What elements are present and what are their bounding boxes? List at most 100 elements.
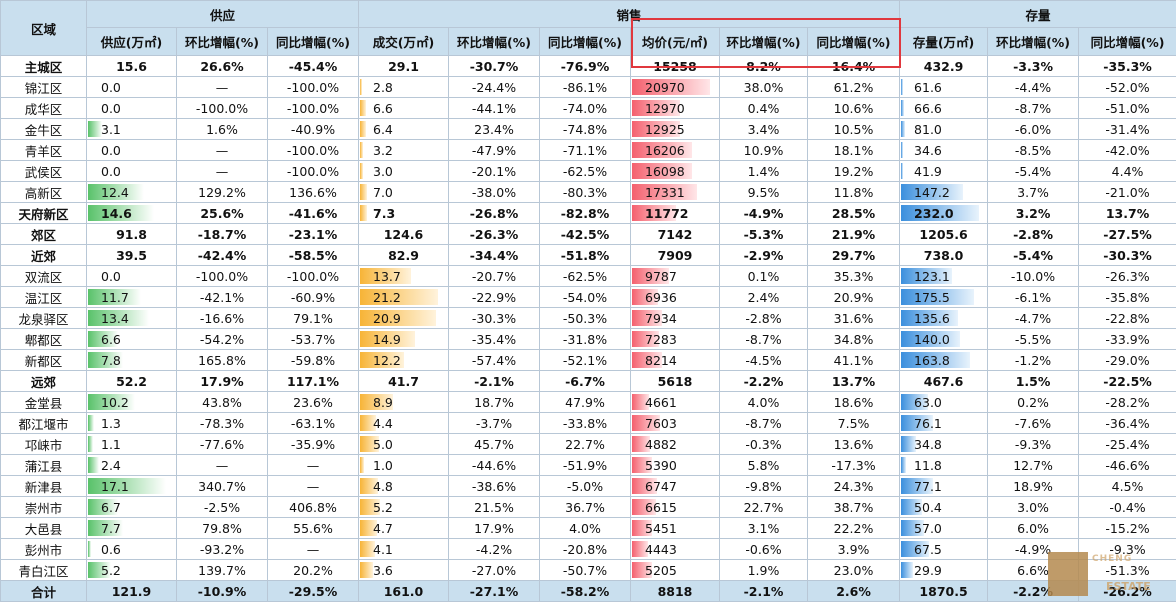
value-cell-with-bar: 13.7 <box>358 265 449 287</box>
cell-value: 163.8 <box>914 352 950 368</box>
value-cell: -52.0% <box>1078 76 1176 98</box>
data-bar <box>901 331 961 347</box>
cell-value: 5.0 <box>373 436 393 452</box>
data-bar <box>632 310 662 326</box>
cell-value: 147.2 <box>914 184 950 200</box>
value-cell: 16.4% <box>806 55 901 77</box>
value-cell: -45.4% <box>267 55 359 77</box>
value-cell: -58.5% <box>267 244 359 266</box>
cell-value: 4.7 <box>373 520 393 536</box>
value-cell-with-bar: 4443 <box>630 538 720 560</box>
value-cell: 91.8 <box>86 223 177 245</box>
table-row: 郫都区 6.6 -54.2% -53.7% 14.9 -35.4% -31.8% 7283 -8… <box>0 328 1176 350</box>
region-name-cell: 邛崃市 <box>0 433 87 455</box>
value-cell-with-bar: 6747 <box>630 475 720 497</box>
region-name-cell: 大邑县 <box>0 517 87 539</box>
value-cell: 41.7 <box>358 370 449 392</box>
data-bar <box>360 79 362 95</box>
cell-value: 6.6 <box>373 100 393 116</box>
value-cell: -58.2% <box>539 580 631 602</box>
value-cell: -35.8% <box>1078 286 1176 308</box>
cell-value: 140.0 <box>914 331 950 347</box>
value-cell: 432.9 <box>899 55 989 77</box>
value-cell: -0.3% <box>719 433 808 455</box>
value-cell: -63.1% <box>267 412 359 434</box>
value-cell-with-bar: 11.8 <box>899 454 989 476</box>
data-bar <box>360 520 377 536</box>
value-cell: -26.2% <box>1078 580 1176 602</box>
cell-value: 1.0 <box>373 457 393 473</box>
cell-value: 66.6 <box>914 100 942 116</box>
value-cell-with-bar: 1.1 <box>86 433 177 455</box>
value-cell: 4.4% <box>1078 160 1176 182</box>
table-row: 金牛区 3.1 1.6% -40.9% 6.4 23.4% -74.8% 12925 3.4% 1… <box>0 118 1176 140</box>
value-cell: 5.8% <box>719 454 808 476</box>
value-cell-with-bar: 34.6 <box>899 139 989 161</box>
table-row: 武侯区 0.0 — -100.0% 3.0 -20.1% -62.5% 16098 1.4% 19… <box>0 160 1176 182</box>
value-cell: -29.5% <box>267 580 359 602</box>
data-bar <box>901 205 980 221</box>
value-cell-with-bar: 11772 <box>630 202 720 224</box>
table-row: 郊区 91.8 -18.7% -23.1% 124.6 -26.3% -42.5% 7142-… <box>0 223 1176 245</box>
value-cell: -44.6% <box>448 454 540 476</box>
value-cell: 43.8% <box>176 391 268 413</box>
value-cell-with-bar: 81.0 <box>899 118 989 140</box>
cell-value: 17331 <box>645 184 685 200</box>
cell-value: 20970 <box>645 79 685 95</box>
value-cell: -30.3% <box>448 307 540 329</box>
stock-group-header: 存量 <box>899 0 1176 28</box>
value-cell: -100.0% <box>267 139 359 161</box>
value-cell: 467.6 <box>899 370 989 392</box>
value-cell: 35.3% <box>806 265 901 287</box>
data-bar <box>632 520 652 536</box>
data-bar <box>901 562 914 578</box>
value-cell: 21.5% <box>448 496 540 518</box>
data-bar <box>632 142 692 158</box>
value-cell: -36.4% <box>1078 412 1176 434</box>
value-cell: -10.9% <box>176 580 268 602</box>
table-row: 青羊区 0.0 — -100.0% 3.2 -47.9% -71.1% 16206 10.9% 1… <box>0 139 1176 161</box>
value-cell-with-bar: 12925 <box>630 118 720 140</box>
value-cell: -2.2% <box>987 580 1080 602</box>
data-bar <box>901 100 905 116</box>
value-cell: 136.6% <box>267 181 359 203</box>
region-name-cell: 郫都区 <box>0 328 87 350</box>
table-row: 龙泉驿区 13.4 -16.6% 79.1% 20.9 -30.3% -50.3% 7934 -… <box>0 307 1176 329</box>
data-bar <box>632 184 697 200</box>
data-bar <box>901 478 934 494</box>
value-cell: -10.0% <box>987 265 1080 287</box>
cell-value: 14.6 <box>101 205 132 221</box>
value-cell-with-bar: 5205 <box>630 559 720 581</box>
value-cell: -2.8% <box>719 307 808 329</box>
region-name-cell: 温江区 <box>0 286 87 308</box>
data-bar <box>88 289 141 305</box>
value-cell: -6.7% <box>539 370 631 392</box>
data-bar <box>632 541 648 557</box>
data-bar <box>632 478 657 494</box>
value-cell: -17.3% <box>806 454 901 476</box>
value-cell: -21.0% <box>1078 181 1176 203</box>
cell-value: 1.3 <box>101 415 121 431</box>
value-cell: 61.2% <box>806 76 901 98</box>
value-cell: 1.4% <box>719 160 808 182</box>
value-cell: -100.0% <box>176 265 268 287</box>
region-name-cell: 金堂县 <box>0 391 87 413</box>
cell-value: 5205 <box>645 562 677 578</box>
value-cell: -4.9% <box>719 202 808 224</box>
data-bar <box>632 100 680 116</box>
value-cell: -31.8% <box>539 328 631 350</box>
value-cell-with-bar: 10.2 <box>86 391 177 413</box>
value-cell: -27.5% <box>1078 223 1176 245</box>
value-cell: -2.9% <box>719 244 808 266</box>
value-cell: 20.9% <box>806 286 901 308</box>
value-cell-with-bar: 7603 <box>630 412 720 434</box>
cell-value: 41.9 <box>914 163 942 179</box>
value-cell: 4.0% <box>539 517 631 539</box>
value-cell-with-bar: 3.2 <box>358 139 449 161</box>
value-cell: -35.4% <box>448 328 540 350</box>
value-cell-with-bar: 147.2 <box>899 181 989 203</box>
value-cell: -25.4% <box>1078 433 1176 455</box>
value-cell: 22.7% <box>719 496 808 518</box>
region-header: 区域 <box>0 0 87 56</box>
value-cell: 124.6 <box>358 223 449 245</box>
